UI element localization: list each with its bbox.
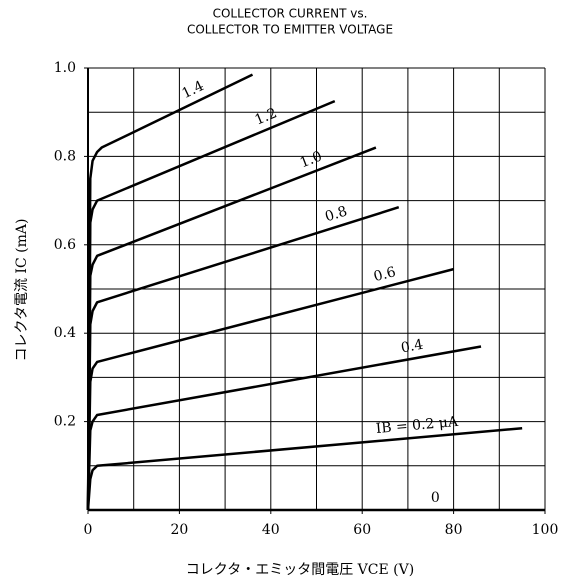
y-tick-label: 0.8 <box>54 148 76 164</box>
series-label: 0.4 <box>400 337 425 357</box>
series-line <box>86 426 523 511</box>
series-label: IB = 0.2 μA <box>375 414 459 437</box>
y-tick-label: 0.4 <box>54 325 76 341</box>
series-line <box>86 345 482 511</box>
x-tick-label: 20 <box>170 522 188 538</box>
x-tick-label: 100 <box>532 522 559 538</box>
series-label: 0.6 <box>372 264 398 285</box>
x-tick-label: 40 <box>262 522 280 538</box>
series-line <box>86 267 454 511</box>
series-line <box>86 73 254 511</box>
series-label: 1.0 <box>298 148 325 171</box>
y-tick-label: 0.2 <box>54 414 76 430</box>
series-label: 1.2 <box>253 105 280 128</box>
y-tick-label: 1.0 <box>54 60 76 76</box>
y-axis-label: コレクタ電流 IC (mA) <box>14 219 30 362</box>
y-tick-label: 0.6 <box>54 237 76 253</box>
x-tick-label: 0 <box>84 522 93 538</box>
series-label: 0 <box>431 490 440 506</box>
chart-title: COLLECTOR CURRENT vs. <box>213 7 368 21</box>
x-tick-label: 60 <box>353 522 371 538</box>
series-line <box>86 206 400 511</box>
x-tick-label: 80 <box>445 522 463 538</box>
chart-title: COLLECTOR TO EMITTER VOLTAGE <box>187 23 393 37</box>
x-axis-label: コレクタ・エミッタ間電圧 VCE (V) <box>186 562 414 578</box>
series-label: 0.8 <box>323 203 349 225</box>
series-line <box>86 146 377 511</box>
